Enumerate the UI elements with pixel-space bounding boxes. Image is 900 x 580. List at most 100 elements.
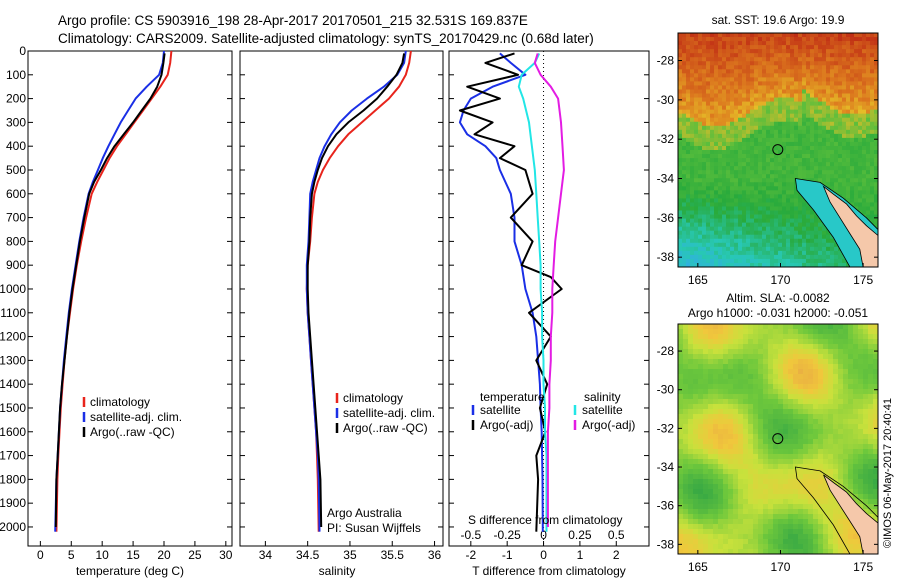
map-cell — [710, 194, 715, 199]
map-cell — [866, 33, 871, 38]
map-cell — [708, 454, 714, 460]
map-cell — [794, 206, 799, 211]
map-cell — [848, 484, 854, 490]
map-cell — [698, 166, 703, 171]
map-cell — [770, 145, 775, 151]
map-cell — [713, 334, 719, 340]
map-cell — [778, 246, 783, 252]
map-cell — [748, 404, 754, 410]
map-cell — [798, 105, 803, 111]
map-cell — [703, 449, 709, 455]
map-cell — [774, 37, 779, 42]
map-cell — [794, 61, 799, 66]
map-cell — [763, 334, 769, 340]
map-cell — [810, 93, 815, 98]
map-cell — [718, 65, 723, 70]
map-cell — [826, 33, 831, 38]
map-cell — [858, 424, 864, 430]
map-cell — [808, 429, 814, 435]
map-cell — [726, 154, 731, 159]
map-cell — [758, 258, 763, 264]
map-cell — [798, 230, 803, 236]
s-difference-label: S difference from climatology — [468, 513, 623, 527]
map-cell — [698, 534, 704, 540]
map-cell — [793, 479, 799, 485]
map-cell — [874, 145, 879, 151]
map-cell — [863, 459, 869, 465]
map-cell — [706, 194, 711, 199]
map-cell — [762, 238, 767, 244]
map-cell — [678, 182, 683, 187]
map-cell — [818, 449, 824, 455]
map-cell — [722, 81, 727, 86]
map-cell — [742, 89, 747, 94]
map-cell — [728, 459, 734, 465]
map-cell — [763, 519, 769, 525]
map-cell — [710, 262, 715, 268]
map-cell — [706, 93, 711, 98]
map-cell — [866, 97, 871, 102]
map-cell — [823, 409, 829, 415]
y-tick-label: 200 — [6, 92, 26, 106]
map-y-tick-label: -34 — [657, 172, 675, 186]
map-cell — [842, 129, 847, 135]
map-cell — [858, 178, 863, 183]
map-cell — [750, 113, 755, 119]
map-cell — [818, 73, 823, 78]
map-cell — [770, 230, 775, 236]
map-cell — [823, 434, 829, 440]
map-cell — [814, 150, 819, 155]
map-cell — [778, 97, 783, 102]
map-cell — [802, 246, 807, 252]
header-line-2: Climatology: CARS2009. Satellite-adjuste… — [58, 31, 594, 46]
map-cell — [834, 37, 839, 42]
map-cell — [783, 474, 789, 480]
map-cell — [834, 254, 839, 260]
map-cell — [806, 137, 811, 143]
map-cell — [868, 339, 874, 345]
map-cell — [768, 524, 774, 530]
map-cell — [803, 519, 809, 525]
map-cell — [730, 41, 735, 46]
map-cell — [803, 499, 809, 505]
map-cell — [828, 339, 834, 345]
map-cell — [728, 529, 734, 535]
map-cell — [718, 419, 724, 425]
map-cell — [850, 65, 855, 70]
map-cell — [782, 37, 787, 42]
map-cell — [703, 544, 709, 550]
map-cell — [808, 469, 814, 475]
map-cell — [838, 170, 843, 175]
map-cell — [826, 178, 831, 183]
map-cell — [798, 524, 804, 530]
map-cell — [763, 544, 769, 550]
map-cell — [723, 419, 729, 425]
map-cell — [818, 109, 823, 115]
map-cell — [693, 339, 699, 345]
map-cell — [813, 394, 819, 400]
map-cell — [778, 250, 783, 256]
map-cell — [790, 49, 795, 54]
map-cell — [833, 369, 839, 375]
map-cell — [843, 439, 849, 445]
map-cell — [762, 97, 767, 102]
map-cell — [762, 137, 767, 143]
map-cell — [762, 206, 767, 211]
map-cell — [862, 53, 867, 58]
map-cell — [738, 210, 743, 215]
map-cell — [808, 524, 814, 530]
map-cell — [778, 101, 783, 107]
map-cell — [723, 444, 729, 450]
map-cell — [822, 150, 827, 155]
map-cell — [728, 334, 734, 340]
map-cell — [822, 33, 827, 38]
map-cell — [714, 222, 719, 228]
map-cell — [743, 529, 749, 535]
map-cell — [688, 534, 694, 540]
map-cell — [678, 494, 684, 500]
map-cell — [786, 234, 791, 240]
map-cell — [750, 194, 755, 199]
map-cell — [750, 218, 755, 224]
map-cell — [803, 334, 809, 340]
map-cell — [762, 186, 767, 191]
